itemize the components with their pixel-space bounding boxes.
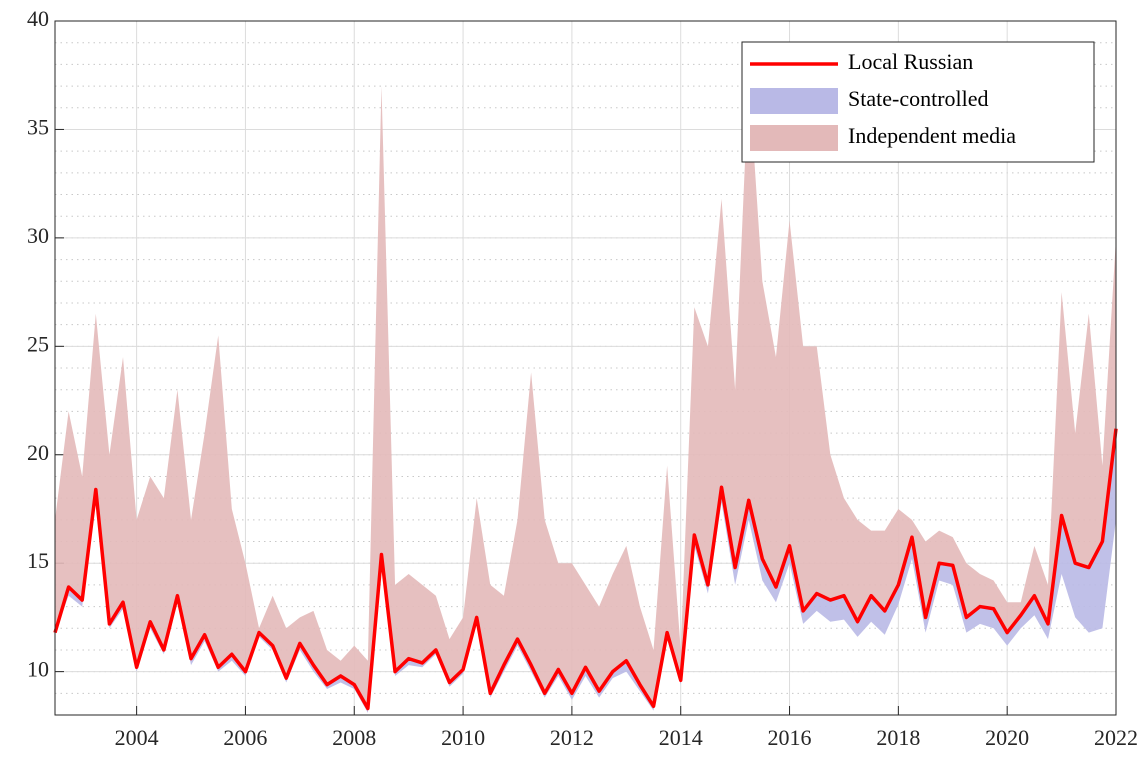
x-tick-label: 2006	[223, 725, 267, 750]
y-tick-label: 15	[27, 548, 49, 573]
x-tick-label: 2014	[659, 725, 703, 750]
y-tick-label: 35	[27, 114, 49, 139]
x-tick-label: 2004	[115, 725, 159, 750]
plot-frame	[54, 20, 1117, 716]
legend-swatch	[750, 125, 838, 151]
legend: Local Russian State-controlled Independent…	[741, 41, 1095, 163]
y-tick-label: 10	[27, 657, 49, 682]
legend-label: Local Russian	[848, 49, 973, 74]
y-tick-label: 30	[27, 223, 49, 248]
y-tick-label: 25	[27, 331, 49, 356]
y-tick-label: 20	[27, 440, 49, 465]
legend-label: Independent media	[848, 123, 1016, 148]
y-tick-label: 40	[27, 6, 49, 31]
x-tick-label: 2010	[441, 725, 485, 750]
x-tick-label: 2008	[332, 725, 376, 750]
x-tick-label: 2022	[1094, 725, 1138, 750]
x-tick-label: 2016	[768, 725, 812, 750]
x-tick-label: 2018	[876, 725, 920, 750]
x-tick-label: 2012	[550, 725, 594, 750]
area	[55, 75, 1116, 709]
line	[53, 428, 1118, 711]
legend-swatch	[750, 88, 838, 114]
legend-label: State-controlled	[848, 86, 989, 111]
x-tick-label: 2020	[985, 725, 1029, 750]
